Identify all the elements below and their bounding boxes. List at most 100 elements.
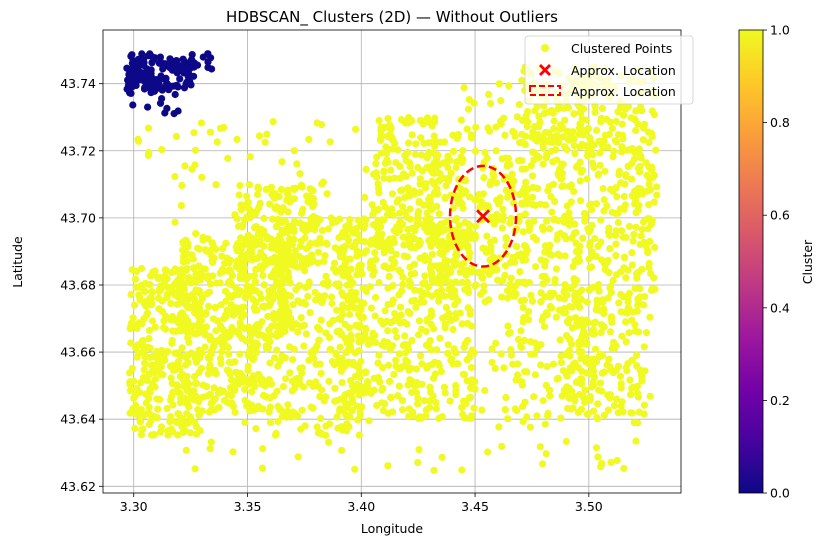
cluster-1-point (600, 137, 608, 145)
cluster-0-point (139, 72, 147, 80)
cluster-1-point (341, 255, 349, 263)
cluster-1-point (523, 368, 531, 376)
cluster-1-point (458, 403, 466, 412)
cluster-0-point (171, 90, 179, 99)
cluster-1-point (499, 205, 507, 213)
cluster-1-point (638, 225, 646, 234)
cluster-1-point (184, 319, 192, 327)
cluster-1-point (518, 381, 527, 389)
cluster-1-point (346, 255, 354, 263)
cluster-1-point (184, 383, 192, 391)
cluster-1-point (523, 117, 531, 126)
cluster-1-point (533, 102, 541, 110)
cluster-1-point (241, 216, 249, 224)
cluster-1-point (279, 383, 287, 391)
cluster-1-point (604, 406, 613, 414)
cluster-1-point (576, 124, 584, 132)
cluster-1-point (301, 300, 309, 308)
cluster-1-point (417, 414, 425, 422)
cluster-1-point (331, 384, 339, 392)
cluster-1-point (390, 238, 398, 246)
cluster-1-point (296, 364, 304, 372)
cluster-1-point (609, 276, 617, 285)
cluster-1-point (372, 234, 380, 243)
cluster-1-point (195, 368, 203, 376)
cluster-1-point (257, 248, 265, 257)
cluster-1-point (390, 370, 398, 378)
cluster-1-point (574, 289, 583, 297)
cluster-1-point (296, 242, 305, 250)
cluster-1-point (458, 278, 466, 286)
cluster-1-point (526, 423, 535, 431)
cluster-1-point (144, 151, 152, 159)
cluster-1-point (574, 257, 582, 266)
cluster-1-point (243, 402, 251, 410)
cluster-1-point (549, 180, 558, 188)
cluster-1-point (320, 257, 328, 265)
legend-label-location-ellipse: Approx. Location (571, 84, 676, 99)
cluster-1-point (634, 301, 642, 309)
cluster-1-point (418, 167, 426, 175)
cluster-1-point (632, 107, 640, 115)
cluster-1-point (362, 324, 370, 332)
cluster-1-point (588, 159, 597, 167)
cluster-1-point (181, 162, 189, 170)
cluster-1-point (407, 280, 415, 288)
cluster-1-point (403, 358, 412, 366)
cluster-0-point (144, 52, 152, 60)
cluster-1-point (539, 397, 547, 405)
cluster-1-point (338, 244, 346, 252)
y-tick-label: 43.70 (60, 210, 96, 225)
cluster-1-point (290, 379, 298, 387)
cluster-1-point (183, 419, 191, 427)
cluster-1-point (259, 405, 267, 413)
cluster-1-point (399, 341, 407, 349)
cluster-1-point (577, 197, 585, 205)
cluster-1-point (130, 394, 138, 402)
cluster-1-point (432, 405, 440, 413)
cluster-1-point (306, 379, 314, 387)
cluster-0-point (158, 95, 166, 103)
cluster-1-point (495, 423, 503, 431)
cluster-1-point (470, 404, 478, 412)
cluster-1-point (236, 181, 244, 190)
cluster-1-point (426, 265, 435, 273)
cluster-1-point (607, 185, 615, 194)
location-ellipse (448, 164, 518, 268)
cluster-1-point (543, 362, 551, 371)
cluster-1-point (273, 346, 281, 354)
cluster-1-point (357, 357, 365, 366)
cluster-1-point (145, 326, 154, 334)
cluster-1-point (591, 345, 600, 353)
cluster-1-point (384, 300, 392, 309)
cluster-1-point (395, 266, 403, 274)
cluster-1-point (306, 185, 314, 193)
cluster-1-point (423, 364, 431, 372)
cluster-1-point (145, 389, 153, 397)
cluster-1-point (352, 238, 360, 246)
colorbar-tick-label: 0.6 (770, 208, 790, 223)
cluster-1-point (441, 389, 449, 397)
cluster-1-point (638, 377, 646, 385)
cluster-1-point (362, 165, 370, 173)
cluster-1-point (607, 315, 615, 323)
cluster-1-point (356, 321, 364, 329)
cluster-1-point (325, 438, 333, 446)
cluster-1-point (571, 359, 579, 367)
cluster-1-point (241, 374, 249, 383)
cluster-1-point (191, 379, 199, 387)
cluster-1-point (504, 322, 512, 330)
cluster-1-point (351, 382, 359, 390)
cluster-0-point (160, 75, 168, 83)
cluster-1-point (623, 146, 632, 154)
cluster-1-point (457, 240, 465, 248)
cluster-1-point (589, 151, 597, 159)
plot-frame (102, 29, 682, 494)
cluster-1-point (269, 285, 277, 293)
cluster-1-point (184, 400, 192, 408)
cluster-1-point (268, 258, 276, 266)
data-points (123, 50, 661, 474)
cluster-1-point (651, 243, 659, 251)
cluster-1-point (212, 370, 220, 378)
cluster-1-point (463, 278, 471, 286)
